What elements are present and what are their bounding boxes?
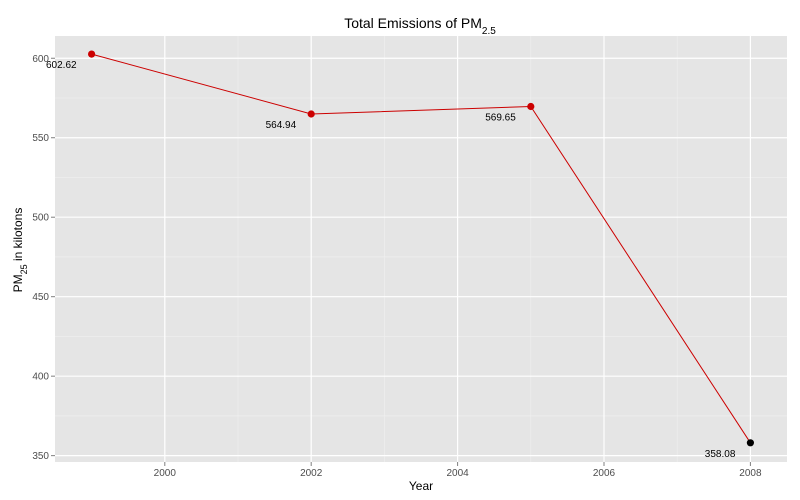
- x-tick-label: 2008: [739, 468, 762, 479]
- data-label: 602.62: [46, 60, 77, 71]
- chart-title-sub: 2.5: [482, 26, 496, 37]
- data-labels: 602.62 564.94 569.65 358.08: [46, 60, 736, 460]
- data-point: [307, 110, 315, 118]
- x-axis-ticks: 2000 2002 2004 2006 2008: [154, 462, 762, 479]
- data-point: [746, 439, 755, 447]
- y-tick-label: 600: [32, 54, 49, 65]
- data-label: 358.08: [705, 449, 736, 460]
- data-label: 564.94: [266, 120, 297, 131]
- x-tick-label: 2006: [593, 468, 616, 479]
- y-tick-label: 550: [32, 133, 49, 144]
- y-axis-title-post: in kilotons: [11, 208, 25, 265]
- y-tick-label: 450: [32, 292, 49, 303]
- plot-panel: [55, 36, 787, 462]
- x-tick-label: 2004: [446, 468, 469, 479]
- y-tick-label: 350: [32, 451, 49, 462]
- data-point: [527, 102, 535, 111]
- data-point: [88, 50, 96, 58]
- y-axis-ticks: 350 400 450 500 550 600: [32, 54, 55, 462]
- x-tick-label: 2002: [300, 468, 323, 479]
- series: [88, 50, 755, 447]
- y-tick-label: 500: [32, 213, 49, 224]
- series-line: [91, 53, 751, 444]
- x-axis-title: Year: [409, 479, 433, 493]
- chart-title: Total Emissions of PM2.5: [344, 15, 496, 37]
- y-axis-title-pre: PM: [11, 274, 25, 292]
- chart-title-main: Total Emissions of PM: [344, 15, 482, 31]
- grid: [55, 36, 787, 462]
- data-label: 569.65: [485, 112, 516, 123]
- y-axis-title: PM25 in kilotons: [11, 208, 29, 293]
- x-tick-label: 2000: [154, 468, 177, 479]
- y-tick-label: 400: [32, 372, 49, 383]
- y-axis-title-sub: 25: [19, 264, 29, 274]
